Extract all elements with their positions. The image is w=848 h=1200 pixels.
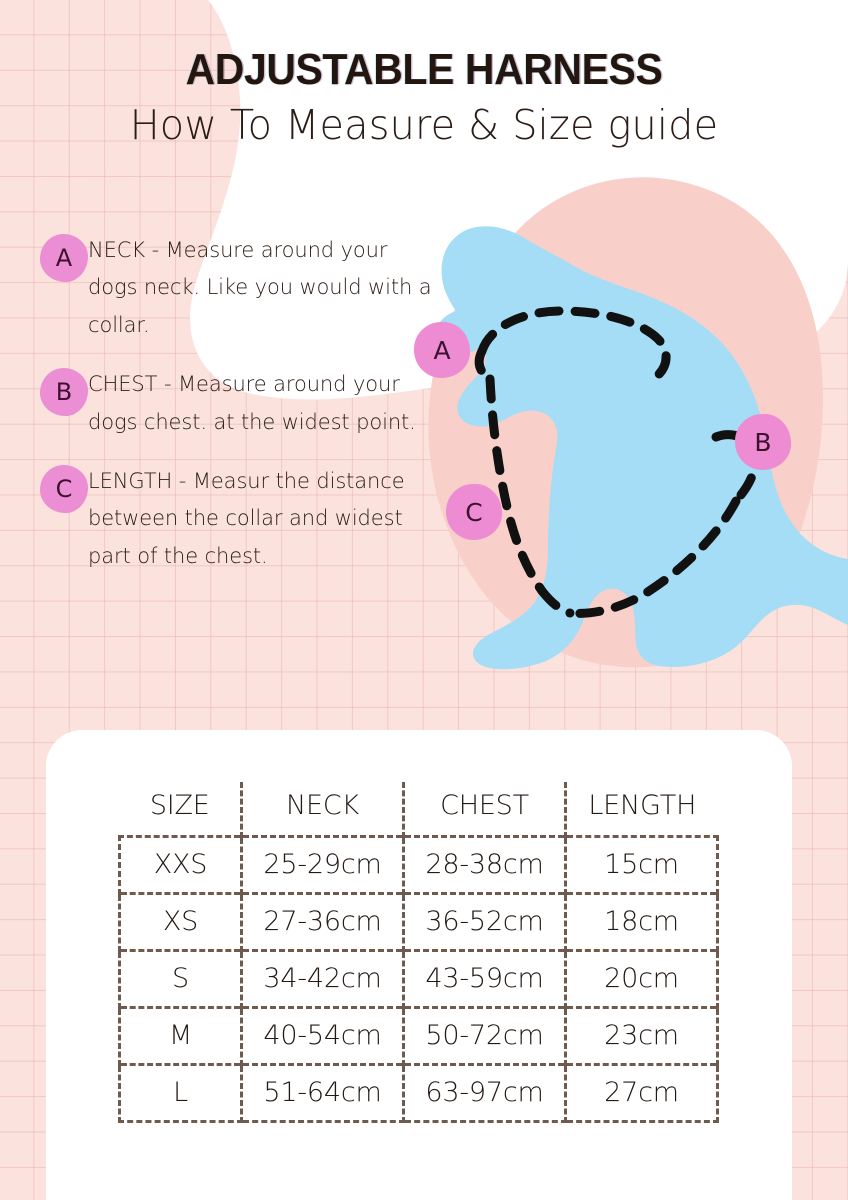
cell-neck: 25-29cm [241,834,405,893]
instruction-item-chest: B CHEST - Measure around your dogs chest… [20,366,440,441]
instruction-item-length: C LENGTH - Measur the distance between t… [20,463,440,575]
table-row: M 40-54cm 50-72cm 23cm [118,1005,719,1064]
size-chart-table: SIZE NECK CHEST LENGTH XXS 25-29cm 28-38… [118,782,719,1123]
cell-size: S [118,948,243,1007]
column-header-size: SIZE [119,782,243,836]
cell-chest: 43-59cm [403,948,567,1007]
instruction-text-length: LENGTH - Measur the distance between the… [88,468,405,568]
table-row: S 34-42cm 43-59cm 20cm [118,948,719,1007]
diagram-marker-a: A [414,322,470,378]
badge-c-icon: C [40,464,88,513]
size-table-card: SIZE NECK CHEST LENGTH XXS 25-29cm 28-38… [46,730,792,1200]
table-row: XXS 25-29cm 28-38cm 15cm [118,834,719,893]
cell-size: XS [118,891,243,950]
badge-b-icon: B [40,368,88,417]
cell-neck: 27-36cm [241,891,405,950]
measurement-instructions-list: A NECK - Measure around your dogs neck. … [20,232,440,575]
cell-length: 23cm [565,1005,719,1064]
column-header-length: LENGTH [588,789,697,821]
column-header-chest: CHEST [403,782,567,836]
badge-a-icon: A [40,234,88,282]
diagram-marker-c: C [446,484,502,540]
table-header-row: SIZE NECK CHEST LENGTH [119,782,718,836]
page-header: ADJUSTABLE HARNESS How To Measure & Size… [0,48,848,147]
page-subtitle: How To Measure & Size guide [129,101,719,149]
cell-chest: 36-52cm [403,891,567,950]
page-title: ADJUSTABLE HARNESS [185,45,663,94]
table-row: L 51-64cm 63-97cm 27cm [118,1062,719,1123]
cell-chest: 63-97cm [403,1062,567,1123]
diagram-marker-b: B [735,414,791,470]
cell-neck: 34-42cm [241,948,405,1007]
table-row: XS 27-36cm 36-52cm 18cm [118,891,719,950]
cell-chest: 28-38cm [403,834,567,893]
cell-size: XXS [118,834,243,893]
instruction-text-neck: NECK - Measure around your dogs neck. Li… [88,238,432,337]
instruction-text-chest: CHEST - Measure around your dogs chest. … [88,372,416,434]
cell-length: 15cm [565,834,719,893]
column-header-neck: NECK [241,782,405,836]
cell-neck: 51-64cm [241,1062,405,1123]
instruction-item-neck: A NECK - Measure around your dogs neck. … [20,232,440,344]
cell-length: 20cm [565,948,719,1007]
cell-neck: 40-54cm [241,1005,405,1064]
cell-length: 27cm [565,1062,719,1123]
cell-length: 18cm [565,891,719,950]
cell-size: L [118,1062,243,1123]
cell-chest: 50-72cm [403,1005,567,1064]
cell-size: M [118,1005,243,1064]
